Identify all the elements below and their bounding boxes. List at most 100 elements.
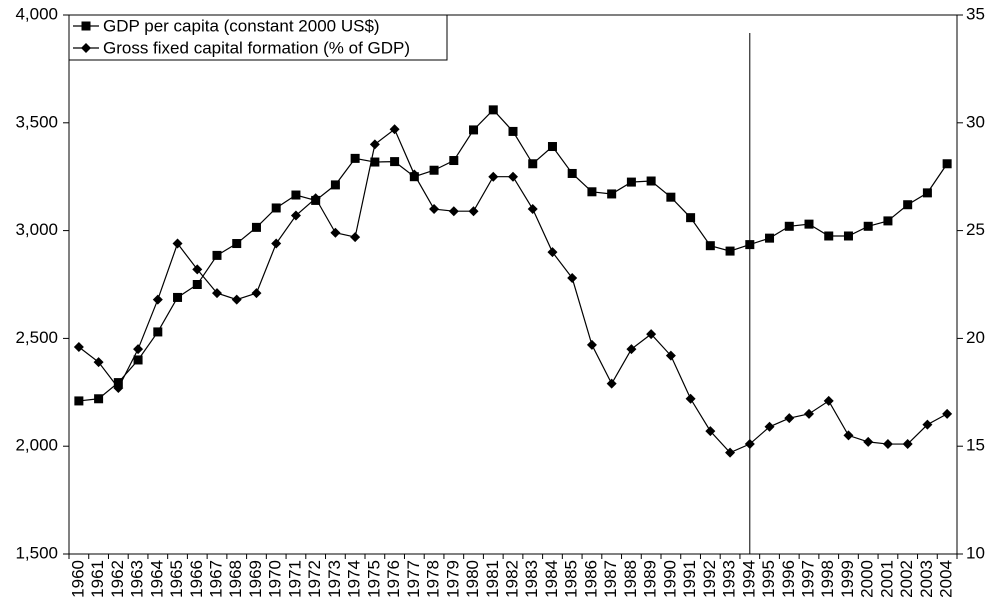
square-marker <box>350 153 360 163</box>
square-marker <box>745 240 755 250</box>
x-tick-label: 1988 <box>621 560 640 598</box>
y2-tick-label: 35 <box>966 4 985 23</box>
diamond-marker <box>409 169 420 180</box>
y2-tick-label: 30 <box>966 112 985 131</box>
diamond-marker <box>784 413 795 424</box>
square-marker <box>192 280 202 289</box>
x-tick-label: 1990 <box>660 560 679 598</box>
square-marker <box>903 200 913 210</box>
diamond-marker <box>823 395 834 406</box>
x-tick-label: 1961 <box>88 560 107 598</box>
x-tick-label: 1970 <box>266 560 285 598</box>
square-marker <box>291 190 301 200</box>
diamond-marker <box>81 43 91 53</box>
square-marker <box>390 157 400 167</box>
diamond-marker <box>567 273 578 284</box>
y-tick-label: 3,000 <box>15 220 58 239</box>
diamond-marker <box>133 344 144 355</box>
diamond-marker <box>488 171 499 182</box>
diamond-marker <box>665 350 676 361</box>
x-tick-label: 1994 <box>739 560 758 598</box>
x-tick-label: 2003 <box>917 560 936 598</box>
x-tick-label: 1963 <box>128 560 147 598</box>
y2-tick-label: 25 <box>966 220 985 239</box>
square-marker <box>232 239 242 249</box>
square-marker <box>824 231 834 241</box>
square-marker <box>804 219 814 229</box>
y-tick-label: 2,000 <box>15 436 58 455</box>
y2-tick-label: 15 <box>966 436 985 455</box>
square-marker <box>528 159 538 169</box>
x-tick-label: 1964 <box>147 560 166 598</box>
diamond-marker <box>271 238 282 249</box>
series-line <box>78 108 948 402</box>
square-marker <box>81 21 91 31</box>
square-marker <box>469 125 479 135</box>
y2-tick-label: 20 <box>966 328 985 347</box>
diamond-marker <box>646 329 657 340</box>
y2-tick-label: 10 <box>966 543 985 562</box>
y-tick-label: 2,500 <box>15 328 58 347</box>
square-marker <box>153 327 163 337</box>
diamond-marker <box>606 378 617 389</box>
x-tick-label: 1965 <box>167 560 186 598</box>
x-tick-label: 1993 <box>720 560 739 598</box>
square-marker <box>863 221 873 231</box>
square-marker <box>173 292 183 302</box>
diamond-marker <box>212 288 222 299</box>
square-marker <box>784 221 794 231</box>
diamond-marker <box>350 232 361 243</box>
x-tick-label: 1989 <box>641 560 660 598</box>
square-marker <box>94 394 104 404</box>
square-marker <box>133 355 143 365</box>
x-tick-label: 1981 <box>483 560 502 598</box>
square-marker <box>547 142 557 152</box>
square-marker <box>74 396 84 406</box>
square-marker <box>607 189 617 199</box>
diamond-marker <box>547 247 558 258</box>
y-tick-label: 3,500 <box>15 112 58 131</box>
x-tick-label: 2002 <box>897 560 916 598</box>
x-tick-label: 1985 <box>562 560 581 598</box>
diamond-marker <box>192 264 203 275</box>
x-tick-label: 1984 <box>542 560 561 598</box>
square-marker <box>271 203 281 213</box>
y-tick-label: 1,500 <box>15 543 58 562</box>
x-tick-label: 1971 <box>285 560 304 598</box>
diamond-marker <box>922 419 933 430</box>
diamond-marker <box>73 342 84 353</box>
diamond-marker <box>429 204 440 215</box>
square-marker <box>488 105 498 115</box>
diamond-marker <box>882 439 893 450</box>
x-tick-label: 1962 <box>108 560 127 598</box>
diamond-marker <box>843 430 854 441</box>
square-marker <box>449 156 459 166</box>
diamond-marker <box>705 426 716 437</box>
diamond-marker <box>231 294 242 305</box>
diamond-marker <box>152 294 163 305</box>
x-tick-label: 1980 <box>463 560 482 598</box>
square-marker <box>626 177 636 187</box>
diamond-marker <box>685 393 696 404</box>
diamond-marker <box>527 204 538 215</box>
square-marker <box>113 378 123 388</box>
x-tick-label: 1968 <box>226 560 245 598</box>
diamond-marker <box>508 171 518 182</box>
diamond-marker <box>389 124 400 135</box>
x-tick-label: 1977 <box>404 560 423 598</box>
diamond-marker <box>448 206 459 217</box>
x-tick-label: 1978 <box>424 560 443 598</box>
x-tick-label: 2000 <box>858 560 877 598</box>
diamond-marker <box>113 382 124 393</box>
y-tick-label: 4,000 <box>15 4 58 23</box>
x-tick-label: 1983 <box>522 560 541 598</box>
x-tick-label: 1986 <box>581 560 600 598</box>
x-tick-label: 1982 <box>502 560 521 598</box>
square-marker <box>567 168 577 178</box>
square-marker <box>508 126 518 136</box>
diamond-marker <box>251 288 262 299</box>
x-tick-label: 2004 <box>937 560 956 598</box>
diamond-marker <box>804 408 814 419</box>
diamond-marker <box>764 421 775 432</box>
